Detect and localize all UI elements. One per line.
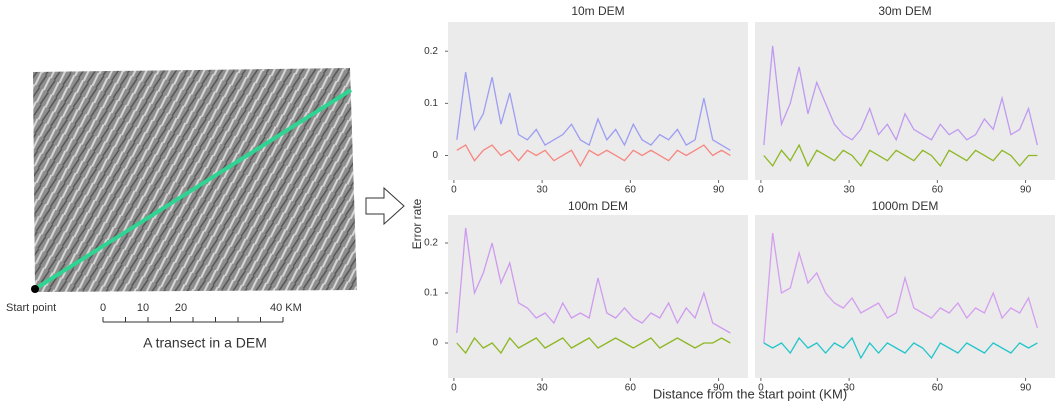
x-tick-label: 30	[537, 383, 549, 394]
scale-label: 20	[175, 302, 187, 314]
panel-title: 30m DEM	[878, 4, 931, 18]
x-tick-label: 90	[1020, 383, 1032, 394]
x-tick-label: 90	[713, 383, 725, 394]
panel-title: 10m DEM	[571, 4, 624, 18]
series-line	[763, 232, 1038, 344]
scale-label: 0	[100, 302, 106, 314]
x-tick-label: 90	[1020, 185, 1032, 196]
x-tick-label: 30	[844, 383, 856, 394]
scale-label: 10	[137, 302, 149, 314]
x-tick-label: 0	[758, 185, 764, 196]
start-point	[31, 285, 39, 293]
x-tick-label: 60	[625, 383, 637, 394]
x-tick-label: 0	[451, 383, 457, 394]
start-label: Start point	[6, 302, 56, 314]
x-tick-label: 60	[932, 185, 944, 196]
series-line	[763, 143, 1038, 168]
series-line	[456, 336, 731, 355]
x-tick-label: 60	[625, 185, 637, 196]
panel-background	[448, 22, 748, 180]
scale-label: 40 KM	[270, 302, 302, 314]
panel-background	[448, 215, 748, 378]
panel-background	[755, 215, 1055, 378]
series-line	[456, 144, 731, 168]
series-line	[763, 45, 1038, 146]
transect-line	[33, 88, 353, 291]
series-line	[456, 71, 731, 151]
y-tick-label: 0	[432, 150, 438, 161]
dem-map	[33, 68, 357, 292]
x-axis-label: Distance from the start point (KM)	[653, 386, 847, 401]
x-tick-label: 30	[844, 185, 856, 196]
x-tick-label: 60	[932, 383, 944, 394]
y-axis-label: Error rate	[410, 198, 424, 249]
x-tick-label: 0	[758, 383, 764, 394]
x-tick-label: 0	[451, 185, 457, 196]
y-tick-label: 0.2	[424, 238, 438, 249]
y-tick-label: 0	[432, 338, 438, 349]
x-tick-label: 30	[537, 185, 549, 196]
series-line	[456, 227, 731, 334]
arrow	[365, 186, 405, 226]
y-tick-label: 0.1	[424, 288, 438, 299]
panel-title: 100m DEM	[568, 199, 628, 213]
x-tick-label: 90	[713, 185, 725, 196]
y-tick-label: 0.1	[424, 98, 438, 109]
panel-background	[755, 22, 1055, 180]
panel-title: 1000m DEM	[872, 199, 939, 213]
series-line	[763, 336, 1038, 360]
map-caption: A transect in a DEM	[143, 335, 267, 351]
y-tick-label: 0.2	[424, 46, 438, 57]
